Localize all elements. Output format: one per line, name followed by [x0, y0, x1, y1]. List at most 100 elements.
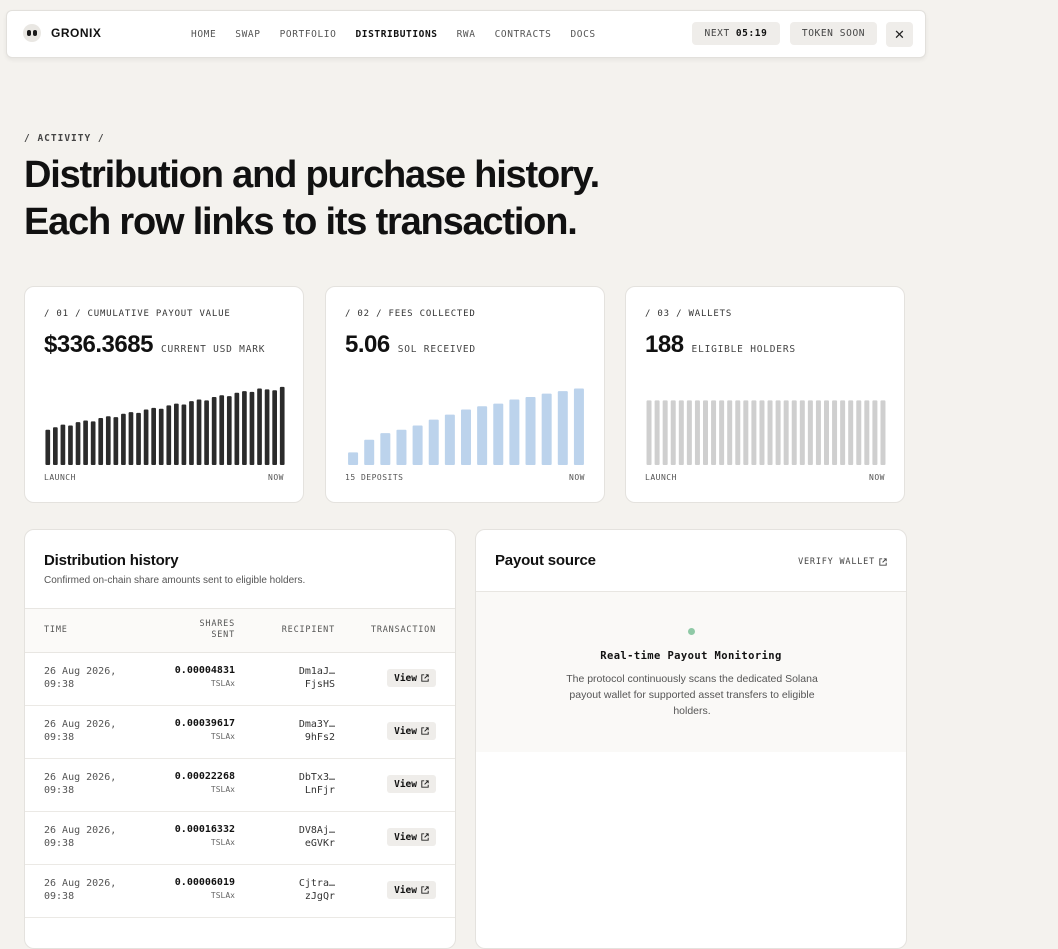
- chart-bar: [477, 406, 488, 465]
- chart-bar: [211, 396, 217, 465]
- row-date: 26 Aug 2026,: [44, 719, 117, 730]
- chart-bar: [264, 389, 270, 465]
- chart-bar: [444, 414, 455, 465]
- row-clock: 09:38: [44, 679, 75, 690]
- chart-bar: [166, 405, 172, 465]
- row-recipient-start: DbTx3…: [298, 772, 335, 783]
- nav-link-swap[interactable]: SWAP: [235, 29, 261, 40]
- stat-label: / 01 / CUMULATIVE PAYOUT VALUE: [44, 309, 231, 319]
- column-header-shares-line1: SHARES: [199, 619, 235, 629]
- chart-bar: [181, 404, 187, 465]
- chart-bar: [60, 424, 66, 465]
- view-transaction-button[interactable]: View: [387, 775, 436, 793]
- chart-bar: [719, 400, 725, 465]
- row-clock: 09:38: [44, 838, 75, 849]
- nav-link-portfolio[interactable]: PORTFOLIO: [279, 29, 337, 40]
- brand-logo[interactable]: GRONIX: [23, 24, 101, 42]
- row-shares: 0.00022268 TSLAx: [175, 771, 235, 794]
- page-title-line1: Distribution and purchase history.: [24, 154, 600, 196]
- next-distribution-countdown[interactable]: NEXT 05:19: [692, 22, 780, 45]
- stat-value: 188: [645, 331, 684, 358]
- chart-bar: [279, 386, 285, 465]
- chart-bar: [727, 400, 733, 465]
- chart-bar: [461, 409, 471, 465]
- row-date: 26 Aug 2026,: [44, 666, 117, 677]
- verify-wallet-link[interactable]: VERIFY WALLET: [798, 557, 887, 567]
- view-label: View: [394, 831, 417, 843]
- view-transaction-button[interactable]: View: [387, 669, 436, 687]
- chart-bar: [791, 400, 797, 465]
- chart-bar: [242, 391, 247, 465]
- distribution-history-card: Distribution history Confirmed on-chain …: [24, 529, 456, 949]
- chart-bar: [686, 400, 692, 465]
- row-date: 26 Aug 2026,: [44, 772, 117, 783]
- card-subtitle: Confirmed on-chain share amounts sent to…: [44, 575, 306, 586]
- chart-bar: [151, 407, 156, 465]
- chart-bar: [136, 412, 141, 465]
- chart-bar: [880, 400, 886, 465]
- chart-bar: [249, 391, 255, 465]
- row-clock: 09:38: [44, 732, 75, 743]
- token-soon-button[interactable]: TOKEN SOON: [790, 22, 877, 45]
- payout-heading: Real-time Payout Monitoring: [600, 650, 782, 662]
- chart-bar: [751, 400, 757, 465]
- chart-bar: [226, 396, 232, 465]
- table-row: 26 Aug 2026, 09:38 0.00016332 TSLAx DV8Aj… eG…: [25, 811, 455, 865]
- wallets-bar-chart: [646, 400, 886, 465]
- row-recipient-start: Dm1aJ…: [298, 666, 335, 677]
- stat-value-row: 188 ELIGIBLE HOLDERS: [645, 331, 796, 359]
- close-button[interactable]: ✕: [886, 22, 913, 47]
- row-recipient-start: Dma3Y…: [298, 719, 335, 730]
- chart-bar: [364, 439, 375, 465]
- view-label: View: [394, 884, 417, 896]
- nav-link-docs[interactable]: DOCS: [570, 29, 596, 40]
- row-amount: 0.00039617: [174, 718, 235, 729]
- chart-bar: [759, 400, 765, 465]
- section-eyebrow: / ACTIVITY /: [24, 133, 105, 144]
- stat-card-fees: / 02 / FEES COLLECTED 5.06 SOL RECEIVED …: [325, 286, 605, 503]
- row-token: TSLAx: [210, 838, 235, 847]
- fees-bar-chart: [348, 388, 584, 465]
- view-transaction-button[interactable]: View: [387, 722, 436, 740]
- row-amount: 0.00006019: [174, 877, 235, 888]
- column-header-recipient: RECIPIENT: [281, 625, 335, 635]
- chart-bar: [775, 400, 781, 465]
- view-transaction-button[interactable]: View: [387, 828, 436, 846]
- axis-right-label: NOW: [569, 473, 585, 482]
- chart-bar: [121, 413, 126, 465]
- row-recipient-end: zJgQr: [304, 891, 335, 902]
- external-link-icon: [421, 833, 429, 841]
- nav-link-home[interactable]: HOME: [191, 29, 217, 40]
- row-recipient: DbTx3… LnFjr: [299, 771, 335, 797]
- column-header-transaction: TRANSACTION: [370, 625, 436, 635]
- stat-value: $336.3685: [44, 331, 153, 358]
- row-clock: 09:38: [44, 785, 75, 796]
- row-date: 26 Aug 2026,: [44, 878, 117, 889]
- chart-bar: [98, 417, 104, 465]
- payout-bar-chart: [45, 386, 285, 465]
- chart-bar: [767, 400, 773, 465]
- row-recipient-start: DV8Aj…: [298, 825, 335, 836]
- row-amount: 0.00004831: [174, 665, 235, 676]
- view-transaction-button[interactable]: View: [387, 881, 436, 899]
- nav-link-contracts[interactable]: CONTRACTS: [494, 29, 552, 40]
- chart-bar: [557, 391, 568, 465]
- view-label: View: [394, 672, 417, 684]
- stat-label: / 03 / WALLETS: [645, 309, 733, 319]
- chart-bar: [678, 400, 684, 465]
- nav-link-rwa[interactable]: RWA: [456, 29, 476, 40]
- row-recipient-end: FjsHS: [304, 679, 335, 690]
- chart-bar: [670, 400, 676, 465]
- row-shares: 0.00016332 TSLAx: [175, 824, 235, 847]
- row-token: TSLAx: [210, 785, 235, 794]
- view-label: View: [394, 725, 417, 737]
- stat-card-wallets: / 03 / WALLETS 188 ELIGIBLE HOLDERS LAUN…: [625, 286, 905, 503]
- chart-bar: [380, 433, 391, 465]
- nav-link-distributions[interactable]: DISTRIBUTIONS: [355, 29, 438, 40]
- stat-value-row: $336.3685 CURRENT USD MARK: [44, 331, 265, 359]
- chart-bar: [509, 399, 520, 465]
- chart-bar: [864, 400, 870, 465]
- page-title: Distribution and purchase history. Each …: [24, 152, 600, 246]
- row-recipient: Cjtra… zJgQr: [299, 877, 335, 903]
- chart-bar: [711, 400, 717, 465]
